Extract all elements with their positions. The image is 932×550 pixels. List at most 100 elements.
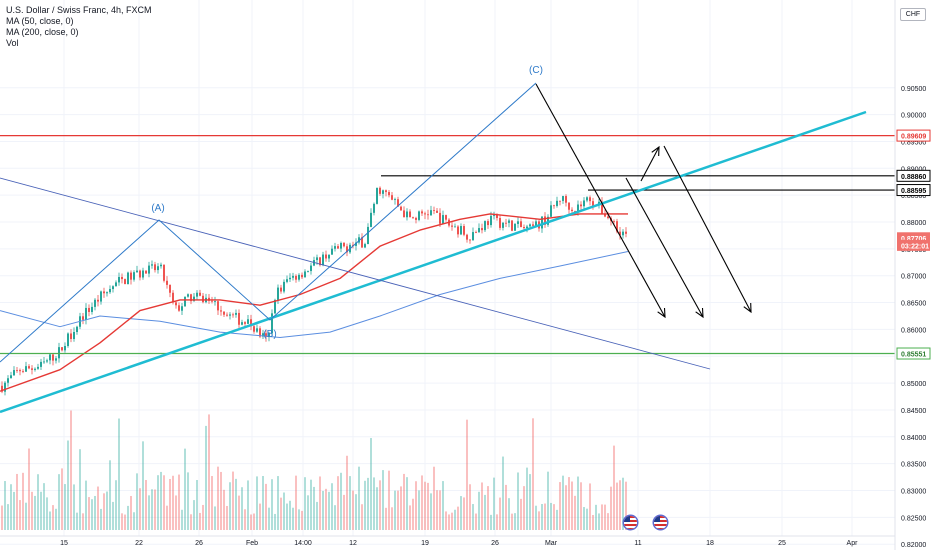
price-tick-label: 0.84000 [901, 435, 926, 442]
candle-body [340, 242, 342, 249]
volume-bar [460, 496, 462, 530]
volume-bar [568, 477, 570, 530]
currency-button[interactable]: CHF [900, 8, 926, 21]
volume-bar [202, 504, 204, 530]
candle-body [475, 232, 477, 233]
ma200-line [0, 251, 629, 338]
volume-bar [418, 490, 420, 530]
volume-bar [208, 414, 210, 530]
volume-bar [580, 482, 582, 530]
candle-body [616, 221, 618, 232]
candle-body [274, 299, 276, 314]
volume-bar [277, 476, 279, 530]
price-tick-label: 0.86500 [901, 301, 926, 308]
volume-bar [250, 514, 252, 530]
volume-bar [232, 471, 234, 530]
volume-bar [379, 480, 381, 530]
volume-bar [376, 487, 378, 530]
candle-body [460, 226, 462, 235]
candle-body [442, 215, 444, 224]
volume-bar [58, 474, 60, 530]
price-label: 03:22:01 [901, 243, 929, 250]
candle-body [199, 292, 201, 296]
time-tick-label: Mar [545, 540, 558, 547]
volume-bar [400, 486, 402, 530]
candle-body [85, 307, 87, 320]
volume-bar [37, 474, 39, 530]
time-tick-label: 19 [421, 540, 429, 547]
volume-bar [19, 500, 21, 530]
us-flag-event-icon[interactable] [654, 516, 667, 529]
candle-body [172, 292, 174, 303]
volume-bar [112, 501, 114, 530]
candle-body [409, 211, 411, 218]
candle-body [328, 254, 330, 259]
volume-bar [181, 509, 183, 530]
candle-body [517, 221, 519, 224]
volume-bar [406, 477, 408, 530]
candle-body [508, 220, 510, 223]
candle-body [238, 312, 240, 325]
price-tick-label: 0.89000 [901, 166, 926, 173]
candle-body [106, 292, 108, 294]
candle-body [301, 274, 303, 278]
volume-bar [589, 483, 591, 530]
projection-arrow [663, 145, 752, 313]
candle-body [49, 354, 51, 361]
volume-legend: Vol [6, 38, 19, 48]
candle-body [55, 358, 57, 361]
chart-legend: U.S. Dollar / Swiss Franc, 4h, FXCM MA (… [6, 5, 152, 49]
volume-bar [550, 502, 552, 530]
candle-body [505, 222, 507, 224]
volume-bar [523, 486, 525, 530]
volume-bar [31, 491, 33, 530]
volume-bar [505, 484, 507, 530]
volume-bar [358, 466, 360, 530]
volume-bar [433, 466, 435, 530]
volume-bar [70, 410, 72, 530]
candle-body [148, 265, 150, 274]
candle-body [556, 200, 558, 206]
volume-bar [367, 477, 369, 530]
wave-label-c: (C) [529, 65, 543, 76]
volume-bar [244, 509, 246, 530]
volume-bar [127, 505, 129, 530]
time-tick-label: 11 [634, 540, 641, 547]
volume-bar [364, 480, 366, 530]
volume-bar [559, 482, 561, 530]
volume-bar [403, 473, 405, 530]
candle-body [514, 223, 516, 231]
projection-arrow-head [695, 307, 704, 319]
candle-body [286, 279, 288, 282]
candle-body [280, 287, 282, 292]
candle-body [166, 280, 168, 285]
us-flag-event-icon[interactable] [624, 516, 637, 529]
price-tick-label: 0.90500 [901, 86, 926, 93]
volume-bar [562, 475, 564, 530]
volume-bar [94, 495, 96, 530]
candle-body [235, 312, 237, 315]
abc-wave-line [0, 82, 537, 363]
price-label: 0.88595 [901, 188, 926, 195]
price-tick-label: 0.82500 [901, 515, 926, 522]
volume-bar [340, 472, 342, 530]
volume-bar [337, 476, 339, 530]
candle-body [373, 203, 375, 213]
volume-bar [148, 495, 150, 530]
volume-bar [121, 513, 123, 530]
volume-bar [424, 481, 426, 530]
volume-bar [196, 480, 198, 530]
volume-bar [217, 466, 219, 530]
candle-body [343, 242, 345, 247]
candle-body [259, 328, 261, 337]
volume-bar [436, 490, 438, 530]
volume-bar [493, 477, 495, 530]
volume-bar [205, 425, 207, 530]
candle-body [40, 361, 42, 367]
candle-body [97, 299, 99, 302]
candle-body [34, 368, 36, 370]
candle-body [187, 294, 189, 297]
candle-body [565, 196, 567, 203]
candle-body [184, 296, 186, 307]
